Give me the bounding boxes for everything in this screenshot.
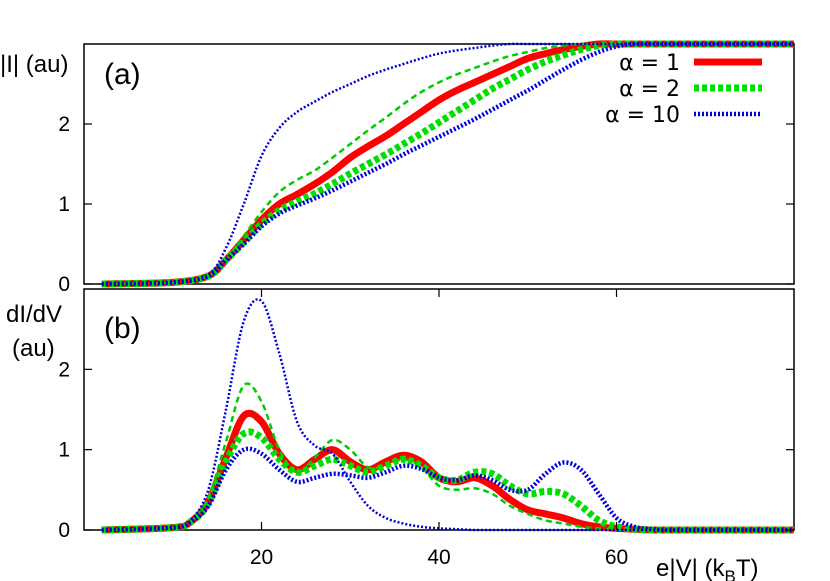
ytick-label-b-2: 2 [58, 358, 70, 381]
panel-a-yticks: 0 1 2 [58, 113, 794, 296]
series-line-a-1 [101, 42, 794, 286]
xlabel-main: e|V| (k [656, 555, 725, 581]
series-line-b-4 [101, 298, 794, 532]
panel-b-curves [101, 298, 794, 534]
ytick-label-b-0: 0 [58, 519, 70, 542]
series-line-a-3 [101, 41, 794, 287]
panel-b: 0 1 2 20 40 60 (b) dI/dV (au) e|V| (kBT) [6, 288, 795, 581]
panel-b-ylabel-line2: (au) [12, 335, 55, 362]
series-line-b-2 [101, 428, 794, 534]
series-line-a-4 [101, 42, 794, 286]
panel-a-label: (a) [104, 58, 141, 91]
series-line-a-0 [101, 40, 794, 288]
panel-b-ylabel-line1: dI/dV [6, 301, 62, 328]
series-line-b-3 [101, 446, 794, 533]
legend: α = 1α = 2α = 10 [605, 51, 762, 128]
xlabel-sub: B [724, 567, 735, 581]
panel-a: 0 1 2 (a) |I| (au) [0, 40, 795, 296]
xlabel-end: T) [736, 555, 759, 581]
ytick-label-a-1: 1 [58, 193, 70, 216]
panel-b-xticks: 20 40 60 [250, 289, 628, 569]
ytick-label-a-0: 0 [58, 273, 70, 296]
series-line-a-2 [101, 40, 794, 288]
ytick-label-a-2: 2 [58, 113, 70, 136]
xtick-label-b-0: 20 [250, 546, 273, 569]
legend-label-1: α = 2 [619, 77, 680, 102]
panel-b-yticks: 0 1 2 [58, 358, 794, 542]
legend-label-0: α = 1 [619, 51, 680, 76]
panel-b-xlabel: e|V| (kBT) [656, 555, 758, 581]
xtick-label-b-2: 60 [605, 546, 628, 569]
panel-b-frame [83, 288, 795, 531]
panel-a-curves [101, 40, 794, 288]
xtick-label-b-1: 40 [427, 546, 450, 569]
panel-b-label: (b) [104, 312, 141, 345]
panel-a-frame [83, 43, 795, 285]
panel-a-ylabel: |I| (au) [0, 51, 68, 78]
ytick-label-b-1: 1 [58, 439, 70, 462]
legend-label-2: α = 10 [605, 103, 680, 128]
